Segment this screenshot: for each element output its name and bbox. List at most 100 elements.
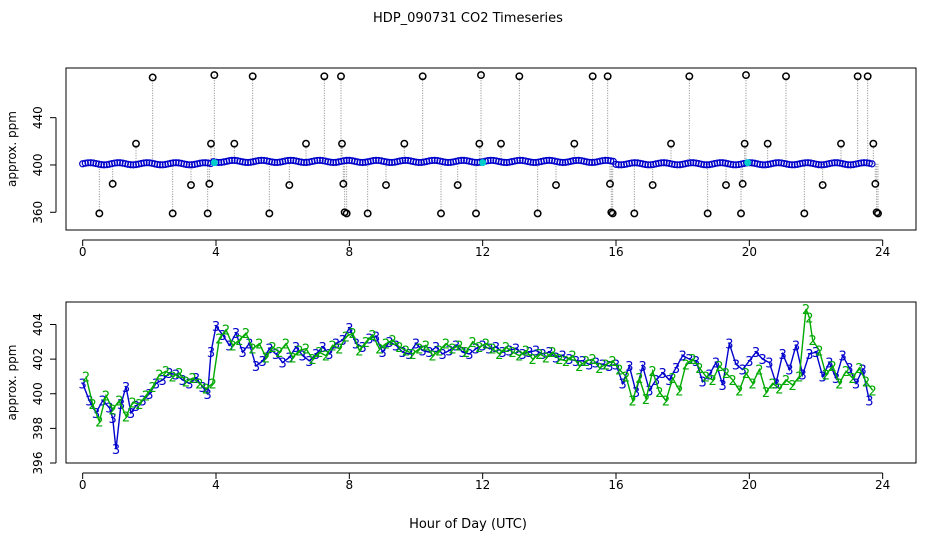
series-marker-green: 2	[349, 327, 357, 342]
series-marker-blue: 3	[365, 332, 373, 347]
outlier-point	[472, 209, 480, 218]
baseline-point	[775, 159, 783, 167]
series-marker-green: 2	[709, 374, 717, 389]
series-marker-green: 2	[449, 343, 457, 358]
baseline-point	[324, 158, 332, 166]
outlier-point	[703, 209, 712, 218]
series-marker-blue: 3	[565, 353, 573, 368]
outlier-point	[667, 139, 675, 148]
baseline-point	[244, 158, 252, 167]
series-marker-blue: 3	[252, 360, 260, 375]
series-marker-green: 2	[355, 344, 363, 359]
series-marker-blue: 3	[799, 369, 807, 384]
series-marker-blue: 3	[232, 327, 240, 342]
baseline-point	[625, 159, 633, 168]
series-marker-green: 2	[802, 303, 810, 318]
outlier-point	[320, 72, 329, 81]
series-marker-blue: 3	[665, 374, 673, 389]
series-marker-blue: 3	[319, 341, 327, 356]
outlier-point	[187, 181, 195, 190]
outlier-point	[265, 209, 274, 218]
baseline-point	[612, 160, 620, 168]
baseline-point	[585, 158, 593, 166]
baseline-point	[95, 160, 103, 168]
baseline-point	[572, 156, 580, 165]
series-marker-green: 2	[675, 384, 683, 399]
x-tick-label: 20	[742, 478, 757, 492]
baseline-point	[716, 159, 724, 167]
series-marker-blue: 3	[832, 372, 840, 387]
baseline-point	[167, 159, 175, 167]
baseline-point	[516, 156, 524, 164]
series-marker-blue: 3	[265, 343, 273, 358]
outlier-point	[742, 71, 750, 80]
outlier-point	[382, 181, 390, 190]
series-marker-blue: 3	[122, 381, 130, 396]
series-marker-blue: 3	[752, 346, 760, 361]
baseline-point	[300, 158, 308, 167]
outlier-point	[722, 181, 730, 190]
baseline-point	[383, 158, 391, 166]
series-marker-blue: 3	[325, 348, 333, 363]
baseline-point	[228, 156, 236, 164]
series-marker-blue: 3	[699, 376, 707, 391]
series-marker-blue: 3	[185, 377, 193, 392]
series-marker-green: 2	[189, 372, 197, 387]
baseline-point	[268, 158, 276, 166]
series-marker-blue: 3	[859, 364, 867, 379]
series-marker-blue: 3	[372, 331, 380, 346]
baseline-point	[183, 160, 191, 169]
outlier-point	[738, 179, 747, 188]
series-marker-green: 2	[209, 377, 217, 392]
baseline-point	[196, 159, 204, 167]
baseline-point	[497, 158, 505, 166]
series-marker-green: 2	[862, 376, 870, 391]
series-marker-green: 2	[575, 360, 583, 375]
baseline-point	[124, 160, 132, 168]
plot-area: 3333333333333333333333333333333333333333…	[79, 303, 877, 458]
outlier-point	[148, 73, 157, 82]
x-tick-label: 12	[475, 478, 490, 492]
outlier-point	[533, 209, 542, 218]
baseline-point	[111, 159, 119, 167]
series-marker-green: 2	[869, 384, 877, 399]
series-marker-green: 2	[509, 346, 517, 361]
series-marker-blue: 3	[439, 348, 447, 363]
series-marker-blue: 3	[172, 369, 180, 384]
baseline-point	[631, 159, 639, 167]
baseline-point	[241, 158, 249, 166]
baseline-point	[401, 156, 409, 164]
outlier-point	[648, 181, 657, 190]
outlier-point	[205, 179, 214, 188]
outlier-point	[869, 139, 878, 148]
x-tick-label: 8	[346, 478, 354, 492]
series-marker-green: 2	[555, 353, 563, 368]
series-marker-blue: 3	[645, 384, 653, 399]
baseline-point	[311, 157, 319, 165]
baseline-point	[673, 161, 681, 169]
baseline-point	[444, 158, 452, 167]
series-marker-green: 2	[495, 348, 503, 363]
baseline-point	[759, 161, 767, 169]
series-marker-green: 2	[122, 410, 130, 425]
series-marker-green: 2	[515, 350, 523, 365]
baseline-point	[785, 160, 793, 169]
series-marker-green: 2	[82, 370, 90, 385]
series-marker-blue: 3	[805, 348, 813, 363]
series-marker-green: 2	[155, 369, 163, 384]
series-marker-green: 2	[522, 344, 530, 359]
series-marker-green: 2	[749, 377, 757, 392]
outlier-point	[248, 72, 257, 81]
series-marker-green: 2	[362, 336, 370, 351]
baseline-point	[697, 160, 705, 168]
baseline-point	[100, 161, 108, 169]
series-marker-green: 2	[315, 346, 323, 361]
series-marker-blue: 3	[492, 341, 500, 356]
baseline-point	[511, 157, 519, 165]
series-marker-green: 2	[149, 381, 157, 396]
outlier-point	[210, 71, 219, 80]
series-marker-green: 2	[382, 338, 390, 353]
series-marker-green: 2	[809, 334, 817, 349]
series-marker-blue: 3	[192, 372, 200, 387]
